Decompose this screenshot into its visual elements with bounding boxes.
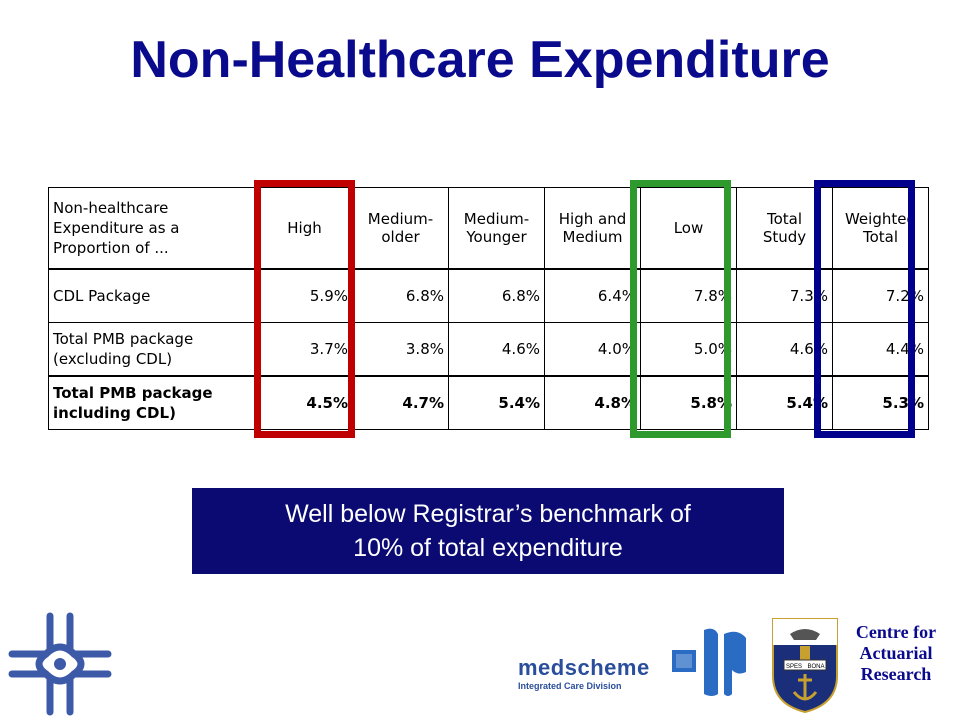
medscheme-division: Integrated Care Division — [518, 681, 622, 691]
table-cell: 6.4% — [544, 268, 641, 323]
medscheme-wordmark: medscheme — [518, 655, 650, 680]
table-cell: 5.4% — [448, 375, 545, 430]
column-header-medium-younger: Medium- Younger — [448, 187, 545, 270]
medscheme-logo: medscheme Integrated Care Division — [518, 656, 663, 692]
callout-line: 10% of total expenditure — [353, 534, 623, 562]
uct-crest-icon: SPES BONA — [772, 618, 838, 714]
centre-for-actuarial-research-logo: Centre for Actuarial Research — [840, 622, 952, 685]
table-row: CDL Package 5.9% 6.8% 6.8% 6.4% 7.8% 7.3… — [48, 268, 929, 323]
crest-motto-left: SPES — [786, 664, 802, 670]
table-cell: 4.6% — [448, 322, 545, 377]
table-cell: 5.9% — [256, 268, 353, 323]
car-line: Research — [860, 664, 932, 684]
column-header-high-and-medium: High and Medium — [544, 187, 641, 270]
row-label: CDL Package — [48, 268, 257, 323]
column-header-medium-older: Medium-older — [352, 187, 449, 270]
callout-line: Well below Registrar’s benchmark of — [285, 500, 691, 528]
car-line: Actuarial — [859, 643, 933, 663]
table-cell: 4.0% — [544, 322, 641, 377]
table-cell: 4.7% — [352, 375, 449, 430]
table-cell: 4.5% — [256, 375, 353, 430]
cross-logo-icon — [8, 612, 112, 716]
highlight-low-column — [630, 180, 731, 438]
medscheme-mark-icon — [672, 628, 746, 696]
expenditure-table: Non-healthcare Expenditure as a Proporti… — [48, 187, 929, 430]
row-label: Total PMB package (excluding CDL) — [48, 322, 257, 377]
highlight-weighted-total-column — [814, 180, 915, 438]
table-row: Total PMB package including CDL) 4.5% 4.7… — [48, 375, 929, 430]
row-label: Total PMB package including CDL) — [48, 375, 257, 430]
page-title: Non-Healthcare Expenditure — [130, 31, 830, 89]
table-cell: 7.8% — [640, 268, 737, 323]
benchmark-callout: Well below Registrar’s benchmark of 10% … — [192, 488, 784, 574]
corner-header-cell: Non-healthcare Expenditure as a Proporti… — [48, 187, 257, 270]
table-cell: 3.8% — [352, 322, 449, 377]
column-header-high: High — [256, 187, 353, 270]
table-cell: 5.8% — [640, 375, 737, 430]
table-cell: 5.0% — [640, 322, 737, 377]
highlight-high-column — [254, 180, 355, 438]
car-line: Centre for — [855, 622, 937, 642]
table-row: Total PMB package (excluding CDL) 3.7% 3.… — [48, 322, 929, 377]
table-header-row: Non-healthcare Expenditure as a Proporti… — [48, 187, 929, 270]
corner-header-line: Non-healthcare — [53, 199, 169, 217]
table-cell: 4.8% — [544, 375, 641, 430]
corner-header-line: Expenditure as a — [53, 219, 180, 237]
corner-header-line: Proportion of ... — [53, 239, 169, 257]
table-cell: 6.8% — [352, 268, 449, 323]
crest-motto-right: BONA — [807, 664, 824, 670]
table-cell: 6.8% — [448, 268, 545, 323]
column-header-low: Low — [640, 187, 737, 270]
